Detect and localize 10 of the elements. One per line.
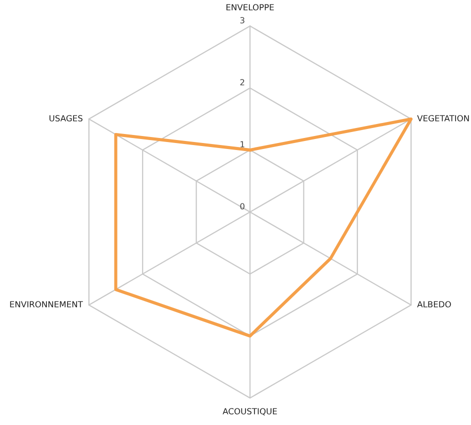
spoke-label: ACOUSTIQUE: [222, 408, 277, 416]
spoke-label: ALBEDO: [417, 301, 451, 308]
y-tick-label: 3: [240, 17, 244, 24]
y-tick-label: 2: [240, 79, 244, 86]
spoke-label: ENVIRONNEMENT: [10, 301, 83, 308]
spoke-label: USAGES: [50, 115, 82, 122]
y-tick-label: 1: [240, 141, 244, 148]
y-tick-label: 0: [240, 203, 244, 210]
spoke-label: ENVELOPPE: [226, 4, 274, 10]
spoke-label: VEGETATION: [417, 115, 469, 122]
